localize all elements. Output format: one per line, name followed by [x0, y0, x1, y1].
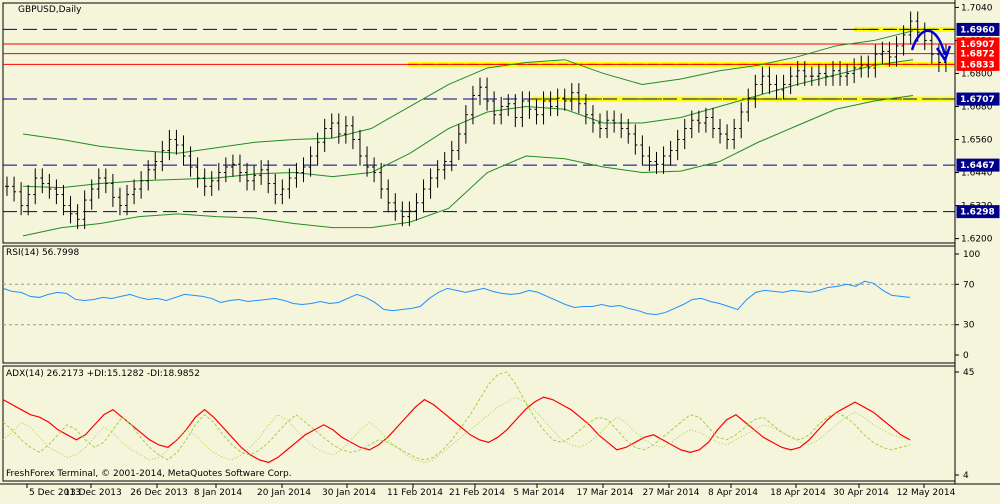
time-axis-label: 8 Jan 2014	[194, 488, 242, 498]
price-axis-label: 1.6680	[961, 102, 993, 112]
rsi-line	[2, 280, 911, 316]
level-label-text: 1.6907	[960, 40, 995, 50]
level-label-box	[956, 205, 1000, 219]
rsi-axis-label: 100	[963, 250, 980, 260]
adx-line	[2, 396, 911, 464]
time-axis-label: 5 Mar 2014	[513, 488, 565, 498]
bollinger-upper-band	[22, 30, 914, 154]
time-axis-label: 27 Mar 2014	[642, 488, 699, 498]
level-label-box	[956, 57, 1000, 71]
rsi-indicator-title: RSI(14) 56.7998	[6, 248, 80, 258]
forecast-arrow	[910, 29, 947, 56]
price-axis-label: 1.7040	[961, 3, 993, 13]
rsi-pane[interactable]	[2, 245, 956, 364]
plus-di-line	[2, 371, 911, 461]
time-axis-label: 17 Mar 2014	[576, 488, 633, 498]
time-axis-label: 5 Dec 2013	[29, 488, 81, 498]
time-axis-label: 8 Apr 2014	[708, 488, 758, 498]
level-label-text: 1.6298	[960, 208, 995, 218]
time-axis-label: 21 Feb 2014	[449, 488, 505, 498]
level-label-box	[956, 22, 1000, 36]
time-axis-label: 30 Jan 2014	[322, 488, 376, 498]
level-label-text: 1.6707	[960, 95, 995, 105]
level-label-text: 1.6833	[960, 60, 995, 70]
level-label-text: 1.6960	[960, 25, 995, 35]
price-chart-title: GBPUSD,Daily	[18, 5, 82, 15]
price-axis-label: 1.6440	[961, 169, 993, 179]
time-axis-label: 11 Feb 2014	[387, 488, 443, 498]
level-label-box	[956, 92, 1000, 106]
rsi-axis-label: 0	[963, 351, 969, 361]
adx-indicator-title: ADX(14) 26.2173 +DI:15.1282 -DI:18.9852	[6, 369, 200, 379]
time-axis-label: 12 May 2014	[897, 488, 956, 498]
adx-pane[interactable]	[2, 365, 956, 482]
time-axis-label: 30 Apr 2014	[833, 488, 889, 498]
adx-axis-label: 4	[963, 471, 969, 481]
bollinger-lower-band	[22, 94, 914, 237]
level-label-text: 1.6872	[960, 50, 995, 60]
price-axis-label: 1.6800	[961, 69, 993, 79]
adx-axis-label: 45	[963, 368, 974, 378]
bollinger-middle-band	[22, 59, 914, 189]
time-axis-label: 26 Dec 2013	[130, 488, 188, 498]
terminal-copyright: FreshForex Terminal, © 2001-2014, MetaQu…	[6, 469, 292, 479]
level-label-text: 1.6467	[960, 161, 995, 171]
rsi-axis-label: 70	[963, 280, 975, 290]
price-axis-label: 1.6560	[961, 136, 993, 146]
forecast-arrow-head	[935, 45, 952, 63]
time-axis-label: 18 Apr 2014	[770, 488, 826, 498]
level-label-box	[956, 158, 1000, 172]
time-axis-label: 13 Dec 2013	[64, 488, 122, 498]
price-axis-label: 1.6200	[961, 235, 993, 245]
rsi-axis-label: 30	[963, 321, 975, 331]
time-axis-label: 20 Jan 2014	[257, 488, 311, 498]
price-pane[interactable]	[2, 2, 956, 244]
